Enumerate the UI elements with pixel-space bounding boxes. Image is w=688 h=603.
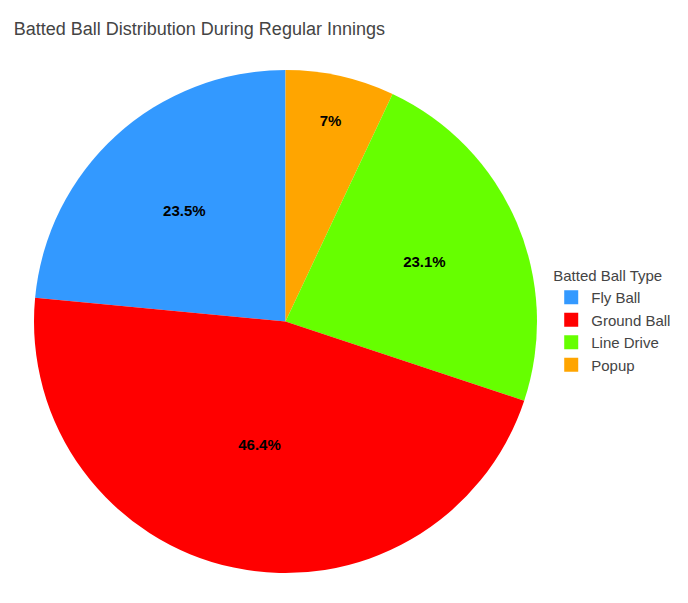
svg-text:23.5%: 23.5% <box>163 202 206 219</box>
svg-text:Batted Ball Type: Batted Ball Type <box>553 267 662 284</box>
svg-text:Batted Ball Distribution Durin: Batted Ball Distribution During Regular … <box>14 19 385 39</box>
svg-text:Ground Ball: Ground Ball <box>591 312 670 329</box>
svg-text:7%: 7% <box>320 112 342 129</box>
svg-text:Fly Ball: Fly Ball <box>591 289 640 306</box>
svg-text:46.4%: 46.4% <box>238 436 281 453</box>
svg-text:Line Drive: Line Drive <box>591 334 659 351</box>
svg-text:Popup: Popup <box>591 357 634 374</box>
svg-text:23.1%: 23.1% <box>403 253 446 270</box>
